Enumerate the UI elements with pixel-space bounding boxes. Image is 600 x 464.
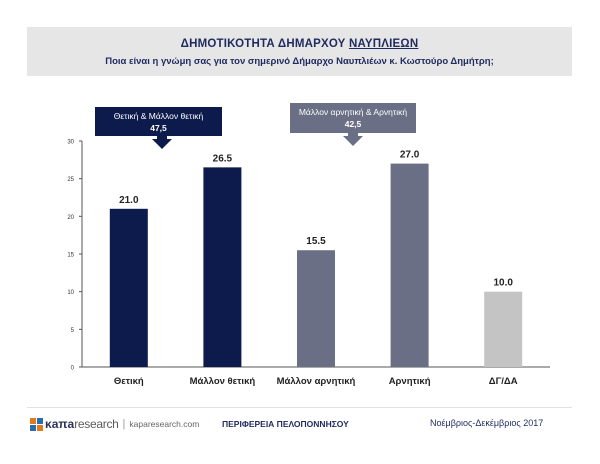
logo-wordmark: κaπaresearch: [45, 417, 119, 431]
y-tick-label: 10: [67, 290, 74, 296]
chart-subtitle: Ποια είναι η γνώμη σας για τον σημερινό …: [105, 56, 494, 67]
y-tick-label: 30: [67, 140, 74, 146]
x-category-label: ΔΓ/ΔΑ: [489, 376, 518, 387]
logo-separator: |: [122, 418, 126, 430]
callout-label: Μάλλον αρνητική & Αρνητική: [299, 107, 408, 117]
y-tick-label: 25: [67, 177, 74, 183]
bar-value-label: 10.0: [493, 278, 513, 289]
bar: [484, 291, 523, 367]
logo-url: kaparesearch.com: [129, 419, 200, 429]
region-label: ΠΕΡΙΦΕΡΕΙΑ ΠΕΛΟΠΟΝΝΗΣΟΥ: [222, 419, 349, 429]
bar: [203, 167, 242, 367]
bar: [390, 163, 429, 367]
bar-value-label: 26.5: [213, 153, 233, 164]
logo-mark-icon: [30, 417, 43, 431]
x-category-label: Θετική: [114, 376, 144, 387]
x-category-label: Μάλλον αρνητική: [277, 376, 356, 387]
bar: [109, 208, 148, 367]
callout-box: [95, 107, 222, 136]
callout-arrow-icon: [343, 133, 363, 146]
x-category-label: Μάλλον θετική: [190, 376, 256, 387]
y-tick-label: 15: [67, 253, 74, 259]
x-category-label: Αρνητική: [389, 376, 431, 387]
callout-value: 42,5: [345, 119, 362, 129]
bar-value-label: 27.0: [400, 150, 420, 161]
callout-label: Θετική & Μάλλον θετική: [114, 111, 204, 121]
title-place: ΝΑΥΠΛΙΕΩΝ: [348, 38, 419, 50]
callout-value: 47,5: [150, 123, 167, 133]
date-label: Νοέμβριος-Δεκέμβριος 2017: [430, 418, 544, 428]
y-tick-label: 5: [71, 328, 75, 334]
y-tick-label: 20: [67, 215, 74, 221]
bar-value-label: 21.0: [119, 195, 139, 206]
callout-box: [290, 103, 416, 133]
callout-arrow-icon: [152, 136, 172, 149]
bar-value-label: 15.5: [306, 236, 326, 247]
y-tick-label: 0: [71, 366, 75, 372]
kapa-research-logo: κaπaresearch | kaparesearch.com: [30, 414, 199, 434]
chart-title: ΔΗΜΟΤΙΚΟΤΗΤΑ ΔΗΜΑΡΧΟΥ ΝΑΥΠΛΙΕΩΝ: [180, 38, 419, 50]
bar: [297, 250, 335, 367]
bar-chart: 0 5 10 15 20 25 30 21.0 Θετική 26.5 Μάλλον θετική 1…: [67, 103, 550, 387]
footer-divider: [27, 407, 572, 408]
title-banner: ΔΗΜΟΤΙΚΟΤΗΤΑ ΔΗΜΑΡΧΟΥ ΝΑΥΠΛΙΕΩΝ Ποια είν…: [27, 27, 572, 76]
